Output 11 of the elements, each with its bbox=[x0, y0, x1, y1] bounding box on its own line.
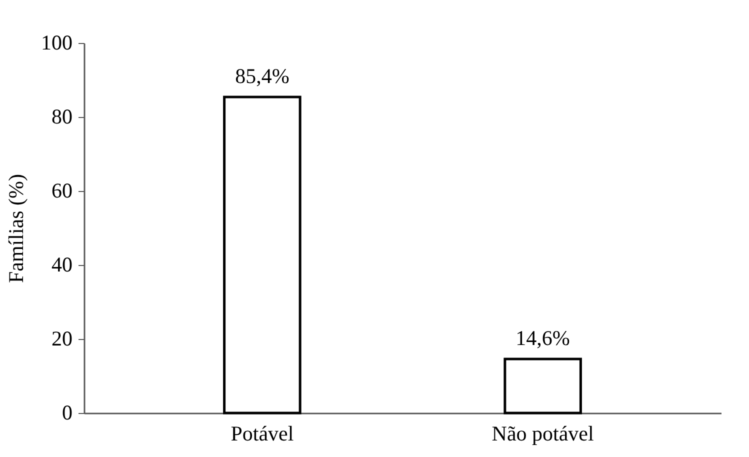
y-tick-label: 40 bbox=[52, 252, 72, 276]
data-label: 85,4% bbox=[235, 64, 290, 88]
x-tick-label: Não potável bbox=[492, 422, 594, 446]
y-tick-label: 60 bbox=[52, 178, 72, 202]
data-label: 14,6% bbox=[516, 326, 570, 350]
y-tick-label: 20 bbox=[52, 326, 72, 350]
y-axis-title: Famílias (%) bbox=[4, 174, 28, 284]
y-tick-label: 80 bbox=[52, 104, 72, 128]
y-tick-label: 100 bbox=[41, 30, 72, 54]
x-tick-label: Potável bbox=[230, 422, 294, 446]
y-tick-label: 0 bbox=[62, 400, 72, 424]
